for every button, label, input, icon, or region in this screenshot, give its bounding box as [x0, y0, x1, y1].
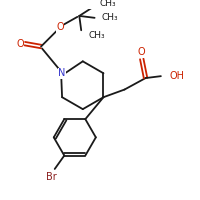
- Text: CH₃: CH₃: [99, 0, 116, 8]
- Text: OH: OH: [169, 71, 184, 81]
- Text: O: O: [16, 39, 24, 49]
- Text: O: O: [56, 22, 64, 32]
- Text: CH₃: CH₃: [89, 31, 105, 40]
- Text: CH₃: CH₃: [101, 13, 118, 22]
- Text: N: N: [58, 68, 66, 78]
- Text: Br: Br: [46, 172, 56, 182]
- Text: O: O: [138, 47, 146, 57]
